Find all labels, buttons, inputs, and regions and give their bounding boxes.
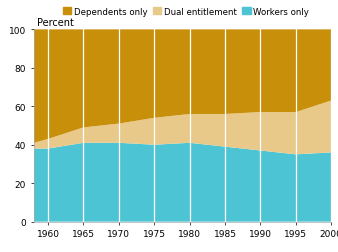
Legend: Dependents only, Dual entitlement, Workers only: Dependents only, Dual entitlement, Worke… <box>59 4 313 20</box>
Text: Percent: Percent <box>37 18 74 28</box>
